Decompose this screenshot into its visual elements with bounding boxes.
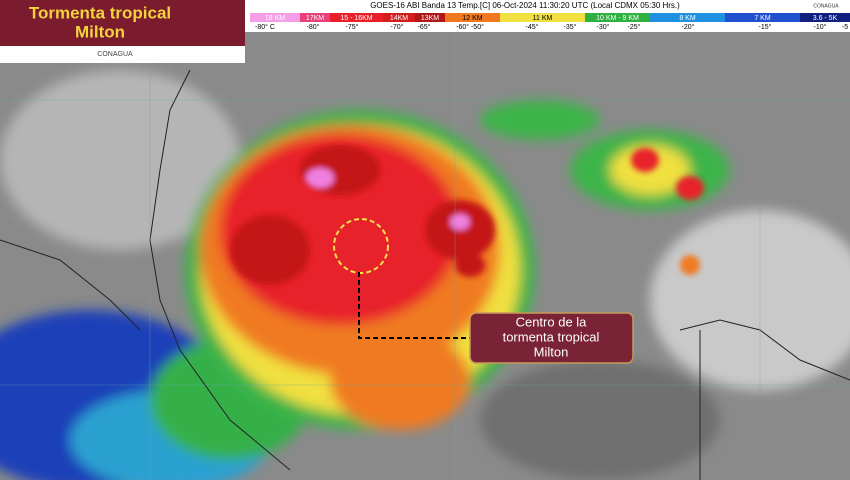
scale-height: 15 - 16KM xyxy=(340,15,372,22)
annotation-text: Centro de la xyxy=(516,314,588,329)
scale-swatch xyxy=(300,13,330,22)
scale-swatch xyxy=(800,13,850,22)
product-label: GOES-16 ABI Banda 13 Temp.[C] 06-Oct-202… xyxy=(370,1,680,10)
scale-temp: -65° xyxy=(418,23,431,31)
title: Tormenta tropical xyxy=(29,3,171,22)
scale-temp: -60° -50° xyxy=(456,23,484,31)
logo-right: CONAGUA xyxy=(813,3,839,9)
annotation-text: tormenta tropical xyxy=(503,329,600,344)
scale-swatch xyxy=(725,13,800,22)
scale-height: 12 KM xyxy=(462,15,482,22)
scale-height: 14KM xyxy=(390,15,408,22)
scale-swatch xyxy=(500,13,585,22)
cores xyxy=(230,145,704,285)
logo: CONAGUA xyxy=(97,51,133,58)
scale-temp: -15° xyxy=(759,23,772,31)
scale-height: 3.6 - 5K xyxy=(813,15,838,22)
color-scale: 18 KM 17KM 15 - 16KM 14KM 13KM 12 KM 11 KM 10 K… xyxy=(250,13,850,31)
scale-height: 17KM xyxy=(306,15,324,22)
scale-swatch xyxy=(330,13,383,22)
title-box xyxy=(0,0,245,46)
graticule xyxy=(0,30,850,480)
scale-swatch xyxy=(250,13,300,22)
scale-height: 8 KM xyxy=(679,15,696,22)
scale-temp: -80° xyxy=(307,23,320,31)
scale-swatch xyxy=(650,13,725,22)
scale-temp: -80° C xyxy=(255,23,275,31)
scale-height: 18 KM xyxy=(265,15,285,22)
pointer-line xyxy=(358,272,470,339)
logo-strip xyxy=(0,46,245,63)
scale-swatch xyxy=(383,13,415,22)
scale-height: 13KM xyxy=(421,15,439,22)
scale-swatch xyxy=(585,13,650,22)
storm-center xyxy=(333,218,389,274)
title: Milton xyxy=(75,22,125,41)
scale-temp: -30° xyxy=(597,23,610,31)
scale-temp: -35° xyxy=(564,23,577,31)
scale-temp: -20° xyxy=(682,23,695,31)
annotation-text: Milton xyxy=(534,344,569,359)
scale-temp: -45° xyxy=(526,23,539,31)
annotation-box xyxy=(469,312,634,364)
scale-temp: -10° xyxy=(814,23,827,31)
scale-height: 11 KM xyxy=(533,15,553,22)
scale-temp: -75° xyxy=(346,23,359,31)
scale-swatch xyxy=(445,13,500,22)
scale-swatch xyxy=(415,13,445,22)
scale-temp: -5 xyxy=(842,24,848,31)
scale-height: 10 KM - 9 KM xyxy=(596,15,639,22)
scale-temp: -25° xyxy=(628,23,641,31)
scale-height: 7 KM xyxy=(754,15,771,22)
scale-temp: -70° xyxy=(391,23,404,31)
